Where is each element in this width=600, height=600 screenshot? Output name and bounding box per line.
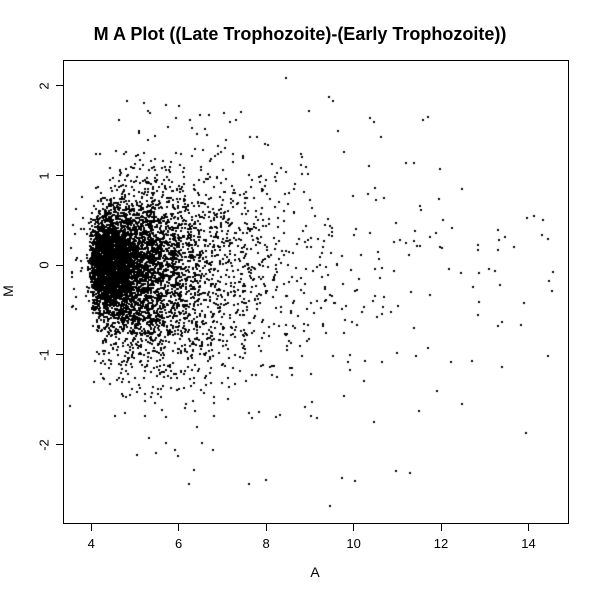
y-tick-label: 2 <box>36 82 52 90</box>
x-tick-label: 6 <box>175 536 183 551</box>
x-tick-label: 14 <box>521 536 536 551</box>
x-tick <box>528 524 529 531</box>
y-tick <box>56 354 63 356</box>
x-tick-label: 8 <box>262 536 270 551</box>
y-axis-label: M <box>0 285 16 297</box>
x-tick-label: 4 <box>87 536 95 551</box>
x-tick-label: 12 <box>433 536 449 551</box>
y-tick <box>56 175 63 176</box>
y-tick-label: 1 <box>36 171 52 180</box>
x-tick <box>440 524 442 531</box>
y-tick <box>56 264 63 266</box>
y-tick-label: -1 <box>36 349 52 361</box>
plot-frame <box>63 60 569 524</box>
x-tick <box>90 524 92 531</box>
chart-title: M A Plot ((Late Trophozoite)-(Early Trop… <box>93 24 507 44</box>
x-tick <box>178 524 180 531</box>
x-tick <box>265 524 267 531</box>
y-tick-label: -2 <box>36 438 52 451</box>
y-tick <box>56 85 63 87</box>
y-tick-label: 0 <box>36 261 52 269</box>
x-tick-label: 10 <box>346 536 361 551</box>
x-tick <box>353 524 355 531</box>
x-axis-label: A <box>310 564 320 580</box>
y-tick <box>56 444 63 446</box>
